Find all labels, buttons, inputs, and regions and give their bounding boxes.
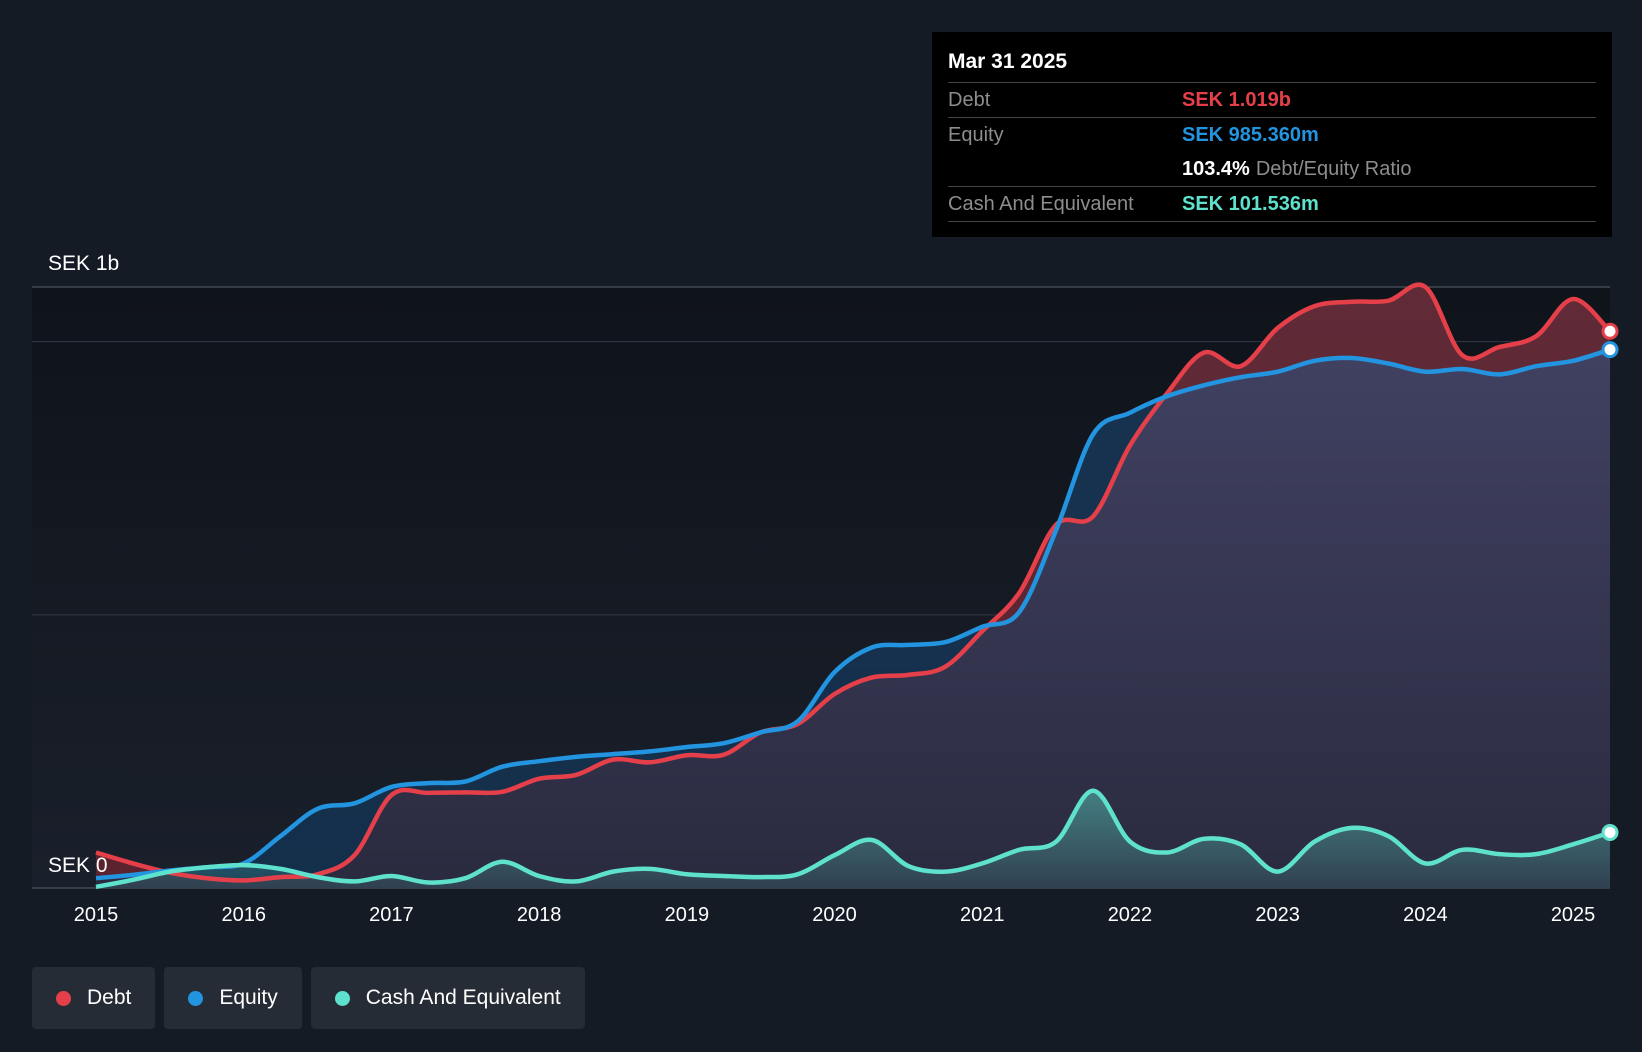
- legend-cash-label: Cash And Equivalent: [365, 986, 561, 1009]
- x-tick-label: 2020: [812, 904, 857, 926]
- series-lines: [95, 282, 1612, 890]
- debt-area: [96, 284, 1610, 888]
- tooltip-ratio-row: 103.4% Debt/Equity Ratio: [948, 152, 1596, 187]
- tooltip-date: Mar 31 2025: [948, 46, 1596, 83]
- y-zero-label: SEK 0: [48, 854, 108, 877]
- cash-end-marker: [1601, 824, 1619, 842]
- cash-dot-icon: [334, 990, 350, 1006]
- equity-dot-icon: [188, 990, 204, 1006]
- tooltip-debt-value: SEK 1.019b: [1182, 89, 1291, 111]
- tooltip-cash-value: SEK 101.536m: [1182, 193, 1319, 215]
- tooltip-cash-label: Cash And Equivalent: [948, 193, 1134, 215]
- cash-area: [96, 790, 1610, 888]
- legend-item-equity[interactable]: Equity: [164, 967, 302, 1029]
- legend-item-cash[interactable]: Cash And Equivalent: [310, 967, 585, 1029]
- x-axis-ticks: 2015 2016 2017 2018 2019 2020 2021 2022 2023 2024…: [74, 904, 1596, 926]
- x-tick-label: 2023: [1255, 904, 1300, 926]
- cash-line: [95, 788, 1611, 890]
- debt-end-marker: [1601, 322, 1619, 340]
- x-tick-label: 2025: [1551, 904, 1596, 926]
- y-top-label: SEK 1b: [48, 252, 119, 275]
- x-tick-label: 2017: [369, 904, 414, 926]
- tooltip-equity-value: SEK 985.360m: [1182, 124, 1319, 146]
- tooltip-cash-row: Cash And Equivalent SEK 101.536m: [948, 187, 1596, 222]
- tooltip-equity-label: Equity: [948, 124, 1004, 146]
- tooltip-debt-label: Debt: [948, 89, 991, 111]
- legend-equity-label: Equity: [219, 986, 278, 1009]
- legend-debt-label: Debt: [87, 986, 132, 1009]
- tooltip-equity-row: Equity SEK 985.360m: [948, 118, 1596, 152]
- legend: Debt Equity Cash And Equivalent: [32, 967, 585, 1029]
- x-tick-label: 2019: [665, 904, 710, 926]
- area-fills: [96, 284, 1610, 888]
- x-tick-label: 2015: [74, 904, 119, 926]
- tooltip-debt-row: Debt SEK 1.019b: [948, 83, 1596, 118]
- debt-line: [95, 282, 1612, 883]
- tooltip-ratio-value: 103.4%: [1182, 158, 1250, 180]
- x-tick-label: 2018: [517, 904, 562, 926]
- x-tick-label: 2016: [221, 904, 266, 926]
- tooltip-ratio-label: Debt/Equity Ratio: [1255, 158, 1412, 180]
- equity-line: [95, 347, 1611, 881]
- x-tick-label: 2021: [960, 904, 1005, 926]
- end-markers: [1601, 322, 1619, 842]
- equity-end-marker: [1601, 341, 1619, 359]
- debt-dot-icon: [56, 990, 71, 1006]
- legend-item-debt[interactable]: Debt: [32, 967, 156, 1029]
- x-tick-label: 2022: [1108, 904, 1153, 926]
- tooltip: Mar 31 2025 Debt SEK 1.019b Equity SEK 9…: [932, 32, 1612, 237]
- x-tick-label: 2024: [1403, 904, 1448, 926]
- debt-equity-chart: 2015 2016 2017 2018 2019 2020 2021 2022 2023 2024…: [32, 252, 1619, 926]
